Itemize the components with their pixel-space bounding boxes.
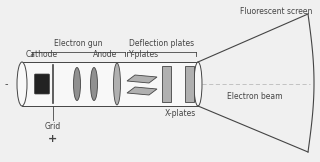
Text: Anode: Anode [93, 50, 118, 59]
Text: -: - [5, 79, 9, 89]
Text: Electron gun: Electron gun [54, 39, 103, 48]
Bar [162, 66, 171, 102]
Ellipse shape [17, 62, 27, 106]
Text: Electron beam: Electron beam [227, 92, 283, 101]
Polygon shape [127, 75, 157, 83]
Text: Y-plates: Y-plates [129, 50, 159, 59]
Text: Fluorescent screen: Fluorescent screen [240, 7, 312, 16]
Text: Grid: Grid [44, 122, 60, 131]
Polygon shape [127, 87, 157, 95]
Bar [22, 62, 198, 106]
Bar [185, 66, 194, 102]
Text: +: + [48, 134, 57, 144]
Text: X-plates: X-plates [164, 109, 196, 118]
Ellipse shape [114, 63, 121, 105]
Ellipse shape [91, 68, 98, 100]
Ellipse shape [74, 68, 81, 100]
FancyBboxPatch shape [35, 74, 50, 94]
Text: Cathode: Cathode [26, 50, 58, 59]
Ellipse shape [194, 62, 202, 106]
Text: Deflection plates: Deflection plates [129, 39, 194, 48]
